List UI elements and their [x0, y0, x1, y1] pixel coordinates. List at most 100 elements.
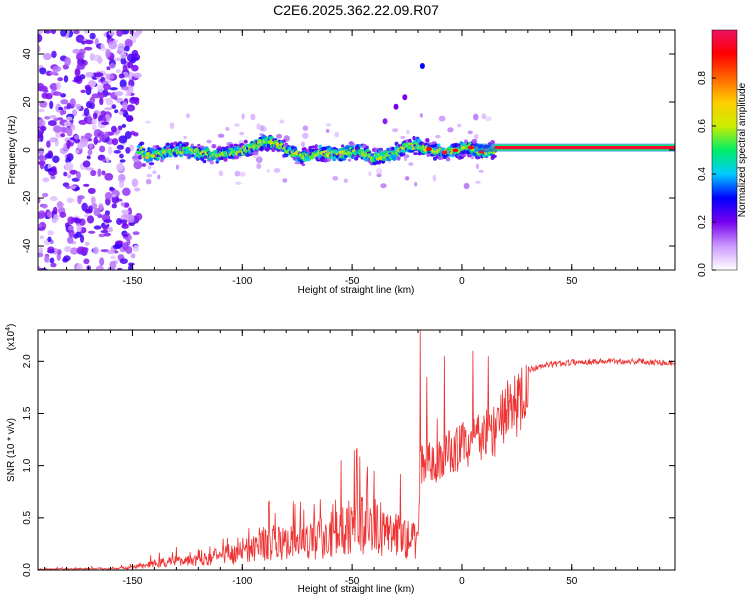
x-tick-label: -50 [345, 276, 360, 287]
noise-mark [131, 64, 139, 72]
y-tick-label: 20 [22, 96, 33, 108]
noise-mark [83, 247, 89, 252]
signal-mark [433, 156, 437, 161]
noise-mark [68, 228, 75, 238]
signal-mark [184, 141, 190, 146]
noise-mark [120, 86, 130, 91]
noise-mark [59, 211, 67, 218]
noise-mark [50, 30, 57, 35]
signal-mark [139, 141, 145, 146]
noise-mark [118, 73, 125, 79]
noise-mark [129, 35, 138, 40]
noise-mark [100, 229, 109, 234]
noise-mark [38, 210, 46, 219]
faint-mark [484, 116, 492, 122]
noise-mark [49, 71, 58, 76]
noise-mark [69, 98, 76, 108]
faint-mark [234, 170, 241, 177]
noise-mark [133, 160, 143, 170]
noise-mark [72, 48, 81, 54]
noise-mark [38, 160, 46, 166]
snr-y-axis: 0.0 0.5 1.0 1.5 2.0 [22, 354, 675, 577]
noise-mark [116, 50, 122, 54]
signal-mark [252, 151, 259, 156]
noise-mark [83, 107, 90, 117]
y-tick-label: -20 [22, 190, 33, 205]
noise-mark [121, 123, 127, 128]
signal-mark [438, 156, 444, 160]
y-tick-label: 2.0 [22, 354, 33, 368]
noise-mark [87, 187, 96, 195]
x-tick-label: 50 [566, 276, 578, 287]
noise-mark [117, 43, 126, 51]
noise-mark [79, 234, 85, 244]
noise-mark [77, 142, 84, 150]
noise-mark [66, 198, 75, 203]
faint-mark [447, 127, 454, 133]
y-tick-label: 0.5 [22, 510, 33, 524]
noise-mark [109, 62, 116, 69]
noise-mark [56, 81, 61, 91]
isolated-blob [382, 118, 388, 125]
noise-mark [84, 39, 94, 45]
faint-mark [408, 162, 414, 167]
noise-mark [104, 173, 114, 181]
noise-mark [122, 64, 128, 71]
signal-mark [396, 156, 401, 161]
noise-mark [125, 147, 131, 154]
signal-mark [456, 143, 460, 147]
faint-mark [368, 171, 372, 177]
noise-mark [114, 109, 119, 114]
faint-mark [475, 163, 480, 170]
noise-mark [121, 187, 131, 196]
noise-mark [66, 102, 71, 110]
signal-mark [301, 163, 306, 167]
noise-mark [114, 91, 124, 97]
faint-mark [435, 134, 441, 139]
noise-mark [127, 207, 132, 216]
faint-mark [325, 123, 332, 127]
peak-mark [441, 150, 448, 155]
noise-mark [38, 119, 46, 128]
noise-mark [114, 57, 123, 62]
noise-mark [75, 231, 82, 238]
faint-mark [157, 174, 161, 180]
noise-mark [77, 196, 82, 205]
noise-mark [43, 52, 52, 61]
noise-mark [104, 191, 113, 200]
noise-mark [101, 170, 106, 176]
noise-mark [38, 45, 41, 53]
noise-mark [78, 119, 88, 125]
noise-mark [52, 206, 58, 215]
noise-mark [61, 127, 69, 134]
colorbar-tick-label: 0.2 [697, 215, 708, 229]
noise-mark [66, 139, 71, 149]
noise-mark [50, 175, 56, 180]
noise-mark [82, 160, 91, 168]
noise-mark [127, 216, 135, 223]
heatmap-y-axis: -40 -20 0 20 40 [22, 48, 675, 253]
noise-mark [69, 169, 78, 175]
noise-mark [80, 89, 86, 94]
heatmap-x-label: Height of straight line (km) [298, 285, 415, 296]
faint-mark [147, 165, 152, 170]
faint-mark [406, 129, 410, 135]
noise-mark [92, 246, 99, 255]
faint-mark [414, 181, 418, 187]
noise-mark [113, 96, 118, 101]
noise-mark [60, 30, 67, 37]
signal-mark [156, 156, 160, 160]
noise-mark [40, 125, 47, 132]
noise-mark [119, 79, 127, 89]
noise-mark [108, 227, 114, 233]
noise-mark [72, 217, 79, 222]
noise-mark [112, 194, 117, 198]
noise-mark [127, 61, 133, 69]
snr-series-line [38, 330, 675, 570]
snr-x-axis: -150 -100 -50 0 50 [44, 330, 661, 587]
noise-mark [69, 247, 79, 255]
noise-mark [75, 171, 81, 180]
noise-mark [76, 263, 84, 270]
faint-mark [217, 133, 225, 138]
noise-mark [47, 230, 54, 236]
